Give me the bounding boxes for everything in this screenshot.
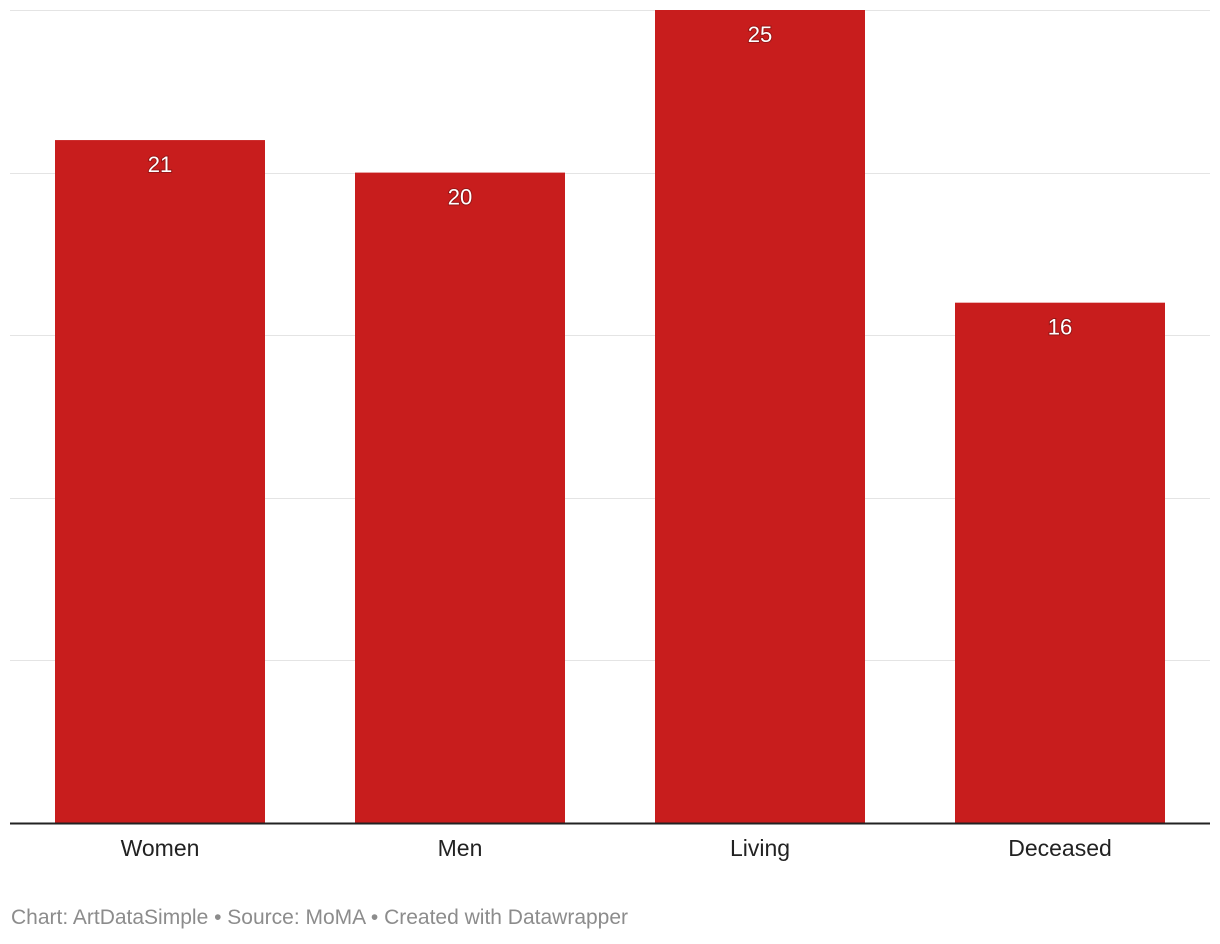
- value-labels: 21 20 25 16: [147, 21, 1073, 341]
- bar: [55, 140, 265, 823]
- bar: [355, 172, 565, 824]
- bar: [955, 302, 1165, 823]
- category-label: Living: [730, 835, 790, 861]
- footer-source: Source: MoMA: [227, 906, 366, 929]
- bar-value-label: 25: [748, 22, 772, 47]
- footer-credit: Chart: ArtDataSimple: [11, 906, 209, 929]
- category-label: Women: [121, 835, 200, 861]
- bar: [655, 10, 865, 823]
- category-label: Men: [438, 835, 483, 861]
- footer-separator: •: [370, 906, 379, 929]
- bar-value-label: 16: [1048, 315, 1072, 340]
- bar-chart: 21 20 25 16 Women Men Living Deceased: [10, 10, 1210, 861]
- chart-svg: 21 20 25 16 Women Men Living Deceased: [10, 10, 1210, 861]
- chart-footer: Chart: ArtDataSimple • Source: MoMA • Cr…: [11, 906, 628, 930]
- footer-separator: •: [214, 906, 222, 929]
- category-labels: Women Men Living Deceased: [121, 835, 1112, 861]
- bars: [55, 10, 1165, 824]
- bar-value-label: 21: [148, 152, 172, 177]
- category-label: Deceased: [1008, 835, 1112, 861]
- bar-value-label: 20: [448, 185, 472, 210]
- footer-tool: Created with Datawrapper: [384, 906, 629, 929]
